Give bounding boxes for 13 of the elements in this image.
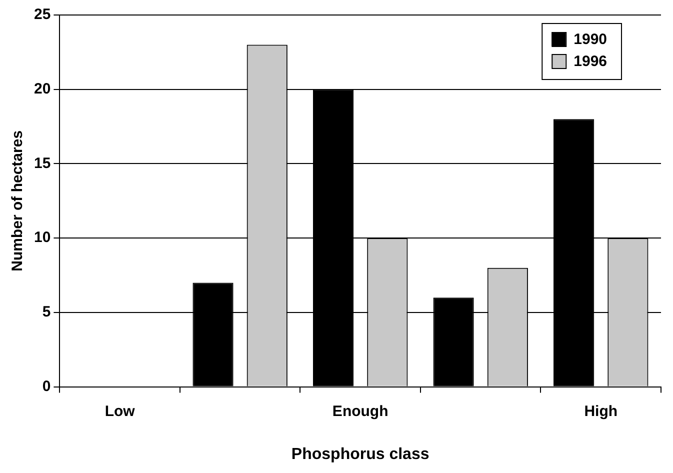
legend-label: 1990 bbox=[574, 31, 608, 48]
y-axis-title: Number of hectares bbox=[9, 130, 26, 272]
y-tick-label: 5 bbox=[42, 304, 51, 321]
y-tick-label: 10 bbox=[34, 229, 51, 246]
y-tick-label: 0 bbox=[42, 378, 51, 395]
x-tick-label: Enough bbox=[332, 402, 388, 420]
y-tick-label: 25 bbox=[34, 6, 51, 24]
legend-label: 1996 bbox=[574, 53, 608, 70]
x-tick-label: High bbox=[584, 402, 618, 420]
x-axis-title: Phosphorus class bbox=[291, 446, 430, 463]
y-tick-label: 15 bbox=[34, 154, 51, 172]
x-tick-label: Low bbox=[104, 402, 136, 420]
y-tick-label: 20 bbox=[34, 80, 51, 98]
